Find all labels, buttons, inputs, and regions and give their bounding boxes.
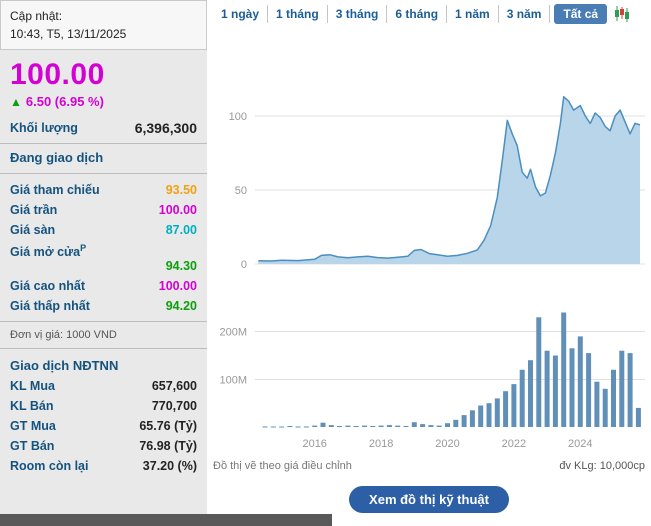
svg-text:50: 50 — [235, 185, 247, 197]
bottom-bar — [0, 514, 332, 526]
row-ceiling-price: Giá trần 100.00 — [10, 203, 197, 217]
volume-unit-note: đv KLg: 10,000cp — [559, 460, 645, 472]
volume-value: 6,396,300 — [134, 120, 197, 136]
price-change: ▲ 6.50 (6.95 %) — [0, 92, 207, 115]
update-label: Cập nhật: — [10, 9, 63, 23]
row-foreign-buy-volume: KL Mua 657,600 — [10, 379, 197, 394]
tab-3-nam[interactable]: 3 năm — [499, 5, 551, 23]
svg-text:200M: 200M — [219, 327, 247, 339]
foreign-trading-header: Giao dịch NĐTNN — [10, 358, 119, 374]
timeframe-tabbar: 1 ngày 1 tháng 3 tháng 6 tháng 1 năm 3 n… — [207, 0, 651, 28]
unit-note: Đơn vị giá: 1000 VND — [10, 329, 117, 342]
svg-text:100: 100 — [229, 111, 247, 123]
candlestick-chart-icon[interactable] — [613, 5, 631, 23]
tab-1-nam[interactable]: 1 năm — [447, 5, 499, 23]
divider — [0, 348, 207, 350]
update-box: Cập nhật: 10:43, T5, 13/11/2025 — [0, 0, 207, 50]
update-time: 10:43, T5, 13/11/2025 — [10, 27, 127, 41]
row-highest-price: Giá cao nhất 100.00 — [10, 279, 197, 294]
chart-note: Đồ thị vẽ theo giá điều chỉnh — [213, 460, 352, 472]
tab-1-thang[interactable]: 1 tháng — [268, 5, 328, 23]
technical-chart-button[interactable]: Xem đồ thị kỹ thuật — [349, 486, 509, 513]
volume-row: Khối lượng 6,396,300 — [0, 115, 207, 144]
svg-text:0: 0 — [241, 259, 247, 271]
row-foreign-room-left: Room còn lại 37.20 (%) — [10, 459, 197, 474]
svg-text:2020: 2020 — [435, 438, 459, 450]
tab-6-thang[interactable]: 6 tháng — [387, 5, 448, 23]
svg-text:2022: 2022 — [502, 438, 526, 450]
change-value: 6.50 (6.95 %) — [25, 94, 104, 109]
up-arrow-icon: ▲ — [10, 95, 22, 109]
divider — [0, 321, 207, 323]
svg-text:2018: 2018 — [369, 438, 393, 450]
svg-text:2024: 2024 — [568, 438, 592, 450]
trading-status: Đang giao dịch — [0, 144, 207, 174]
volume-label: Khối lượng — [10, 121, 78, 135]
volume-bar-chart: 100M 200M 2016 2018 2020 2022 2024 — [219, 312, 645, 450]
row-foreign-buy-value: GT Mua 65.76 (Tỷ) — [10, 419, 197, 434]
row-reference-price: Giá tham chiếu 93.50 — [10, 183, 197, 197]
row-foreign-sell-volume: KL Bán 770,700 — [10, 399, 197, 414]
price-area-chart: 0 50 100 — [229, 96, 645, 271]
tab-1-ngay[interactable]: 1 ngày — [213, 5, 269, 23]
svg-text:2016: 2016 — [302, 438, 326, 450]
row-foreign-sell-value: GT Bán 76.98 (Tỷ) — [10, 439, 197, 454]
row-open-price: Giá mở cửaP 94.30 — [10, 243, 197, 274]
last-price: 100.00 — [10, 58, 105, 91]
row-floor-price: Giá sàn 87.00 — [10, 223, 197, 237]
tab-tat-ca[interactable]: Tất cả — [554, 4, 608, 24]
chart-panel: 1 ngày 1 tháng 3 tháng 6 tháng 1 năm 3 n… — [207, 0, 651, 526]
row-lowest-price: Giá thấp nhất 94.20 — [10, 299, 197, 314]
tab-3-thang[interactable]: 3 tháng — [328, 5, 388, 23]
svg-text:100M: 100M — [219, 374, 247, 386]
open-price-marker: P — [80, 243, 87, 253]
button-row: Xem đồ thị kỹ thuật — [207, 486, 651, 513]
quote-sidebar: Cập nhật: 10:43, T5, 13/11/2025 100.00 ▲… — [0, 0, 207, 514]
